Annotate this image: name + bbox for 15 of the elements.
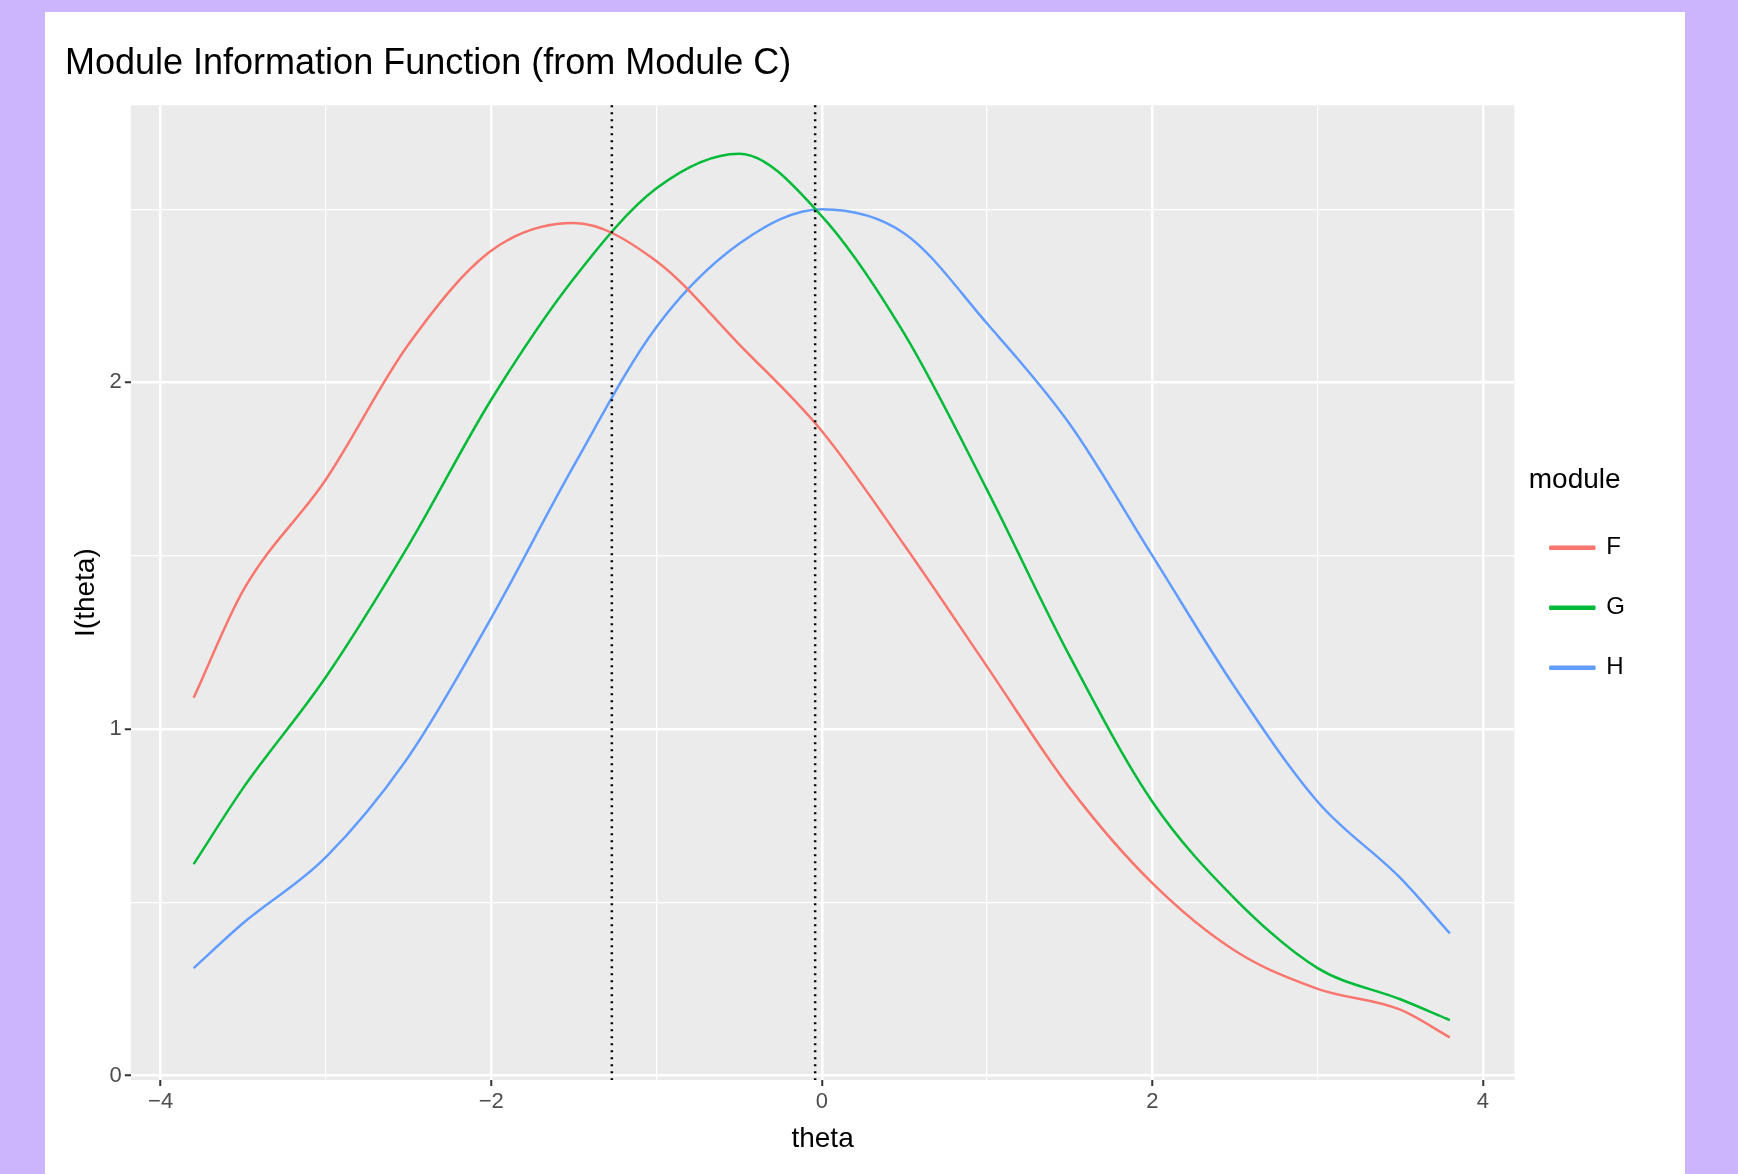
- legend-label: F: [1606, 532, 1621, 560]
- legend-label: G: [1606, 592, 1625, 620]
- legend-label: H: [1606, 652, 1624, 680]
- y-axis-title: I(theta): [68, 548, 100, 637]
- x-tick-label: 0: [815, 1088, 828, 1114]
- x-tick-label: 4: [1476, 1088, 1490, 1114]
- y-tick-label: 1: [109, 715, 122, 741]
- y-tick-label: 2: [109, 368, 122, 394]
- x-tick-label: −4: [148, 1088, 174, 1114]
- chart-title: Module Information Function (from Module C): [65, 40, 792, 82]
- legend-title: module: [1528, 462, 1621, 494]
- x-axis-title: theta: [791, 1121, 855, 1153]
- y-tick-label: 0: [109, 1061, 122, 1087]
- x-tick-label: 2: [1146, 1088, 1159, 1114]
- x-tick-label: −2: [478, 1088, 504, 1114]
